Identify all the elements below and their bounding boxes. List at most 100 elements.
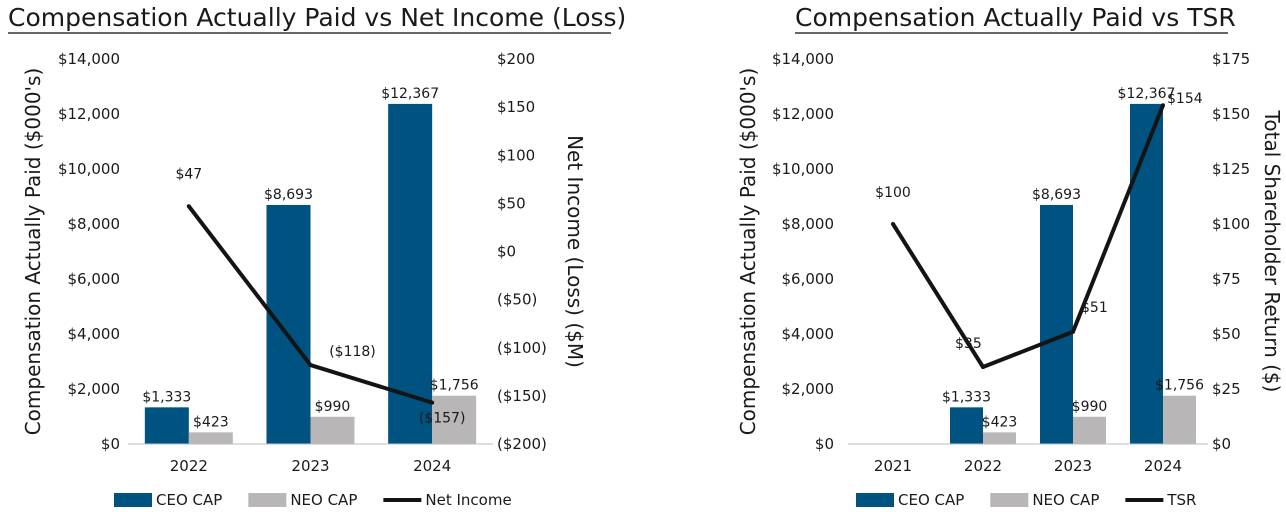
line-data-label: $47 <box>175 166 202 182</box>
legend-label: CEO CAP <box>898 491 964 509</box>
legend-swatch <box>990 493 1029 507</box>
neo-cap-bar <box>432 395 477 444</box>
y-tick-label: $6,000 <box>782 270 835 288</box>
data-label: $423 <box>982 414 1018 430</box>
x-tick-label: 2023 <box>291 457 329 475</box>
y-tick-label: $8,000 <box>68 215 121 233</box>
y2-tick-label: $75 <box>1212 270 1241 288</box>
legend-swatch <box>856 493 894 507</box>
line-point <box>430 400 435 405</box>
chart-net-income: Compensation Actually Paid vs Net Income… <box>8 3 626 509</box>
y-tick-label: $2,000 <box>68 380 121 398</box>
y-tick-label: $12,000 <box>58 105 120 123</box>
y-tick-label: $14,000 <box>58 50 120 68</box>
legend-label: CEO CAP <box>156 491 222 509</box>
y-tick-label: $8,000 <box>782 215 835 233</box>
ceo-cap-bar <box>1040 204 1073 444</box>
ceo-cap-bar <box>1130 103 1163 444</box>
neo-cap-bar <box>1073 416 1106 444</box>
line-data-label: $100 <box>875 185 911 201</box>
y-tick-label: $4,000 <box>782 325 835 343</box>
y2-tick-label: $0 <box>497 243 516 261</box>
chart-title: Compensation Actually Paid vs Net Income… <box>8 3 626 32</box>
data-label: $1,756 <box>1155 378 1204 394</box>
line-point <box>891 222 895 226</box>
data-label: $990 <box>1072 399 1108 415</box>
y-tick-label: $4,000 <box>68 325 121 343</box>
plot-area: $0 $2,000 $4,000 $6,000 $8,000 $10,000 $12,000… <box>21 50 587 509</box>
chart-tsr: Compensation Actually Paid vs TSR $0 $2,0… <box>736 3 1284 509</box>
line-data-label: $35 <box>955 336 982 352</box>
line-data-label: $154 <box>1167 91 1203 107</box>
y-tick-label: $0 <box>815 435 834 453</box>
line-point <box>1071 329 1075 334</box>
ceo-cap-bar <box>266 204 311 444</box>
ceo-cap-bar <box>144 407 189 444</box>
data-label: $1,333 <box>942 389 991 405</box>
legend-label: NEO CAP <box>290 491 357 509</box>
y2-tick-label: $200 <box>497 50 535 68</box>
neo-cap-bar <box>983 432 1016 444</box>
y2-tick-label: ($150) <box>497 387 547 405</box>
neo-cap-bar <box>1163 395 1196 444</box>
x-tick-label: 2022 <box>964 457 1002 475</box>
line-point <box>1161 103 1165 108</box>
line-data-label: $51 <box>1081 300 1108 316</box>
data-label: $8,693 <box>1032 187 1081 203</box>
neo-cap-bar <box>188 432 233 444</box>
x-tick-label: 2024 <box>413 457 451 475</box>
data-label: $1,756 <box>430 378 479 394</box>
x-tick-label: 2021 <box>874 457 912 475</box>
x-tick-label: 2023 <box>1054 457 1092 475</box>
y2-axis-title: Total Shareholder Return ($) <box>1260 110 1284 393</box>
ceo-cap-bar <box>950 407 983 444</box>
data-label: $990 <box>315 399 351 415</box>
y2-tick-label: ($100) <box>497 339 547 357</box>
data-label: $12,367 <box>1118 86 1176 102</box>
legend-label: Net Income <box>425 491 511 509</box>
ceo-cap-bar <box>388 103 433 444</box>
y2-axis-title: Net Income (Loss) ($M) <box>563 135 587 368</box>
y2-tick-label: $150 <box>497 98 535 116</box>
legend-label: TSR <box>1166 491 1196 509</box>
neo-cap-bar <box>310 416 355 444</box>
y-tick-label: $0 <box>101 435 120 453</box>
y-axis-title: Compensation Actually Paid ($000's) <box>21 68 45 436</box>
y-tick-label: $14,000 <box>772 50 834 68</box>
legend-swatch <box>114 493 152 507</box>
line-point <box>308 363 313 368</box>
y2-tick-label: ($200) <box>497 435 547 453</box>
y2-tick-label: $125 <box>1212 160 1250 178</box>
x-tick-label: 2022 <box>170 457 208 475</box>
data-label: $12,367 <box>381 86 439 102</box>
data-label: $423 <box>193 414 229 430</box>
y2-tick-label: ($50) <box>497 291 537 309</box>
data-label: $1,333 <box>142 389 191 405</box>
y2-tick-label: $50 <box>1212 325 1241 343</box>
y-tick-label: $2,000 <box>782 380 835 398</box>
y2-tick-label: $175 <box>1212 50 1250 68</box>
line-data-label: ($157) <box>419 411 466 427</box>
line-point <box>981 365 985 369</box>
y2-tick-label: $100 <box>1212 215 1250 233</box>
data-label: $8,693 <box>264 187 313 203</box>
line-point <box>186 204 191 209</box>
legend-swatch <box>248 493 287 507</box>
y2-tick-label: $50 <box>497 194 526 212</box>
y2-tick-label: $25 <box>1212 380 1241 398</box>
y-axis-title: Compensation Actually Paid ($000's) <box>736 68 760 436</box>
chart-title: Compensation Actually Paid vs TSR <box>795 3 1236 32</box>
y-tick-label: $12,000 <box>772 105 834 123</box>
y-tick-label: $10,000 <box>58 160 120 178</box>
line-series <box>891 104 1165 369</box>
y2-tick-label: $0 <box>1212 435 1231 453</box>
y2-tick-label: $100 <box>497 146 535 164</box>
x-tick-label: 2024 <box>1144 457 1182 475</box>
line-data-label: ($118) <box>329 344 376 360</box>
legend-label: NEO CAP <box>1032 491 1099 509</box>
y-tick-label: $6,000 <box>68 270 121 288</box>
plot-area: $0 $2,000 $4,000 $6,000 $8,000 $10,000 $12,000… <box>736 50 1284 509</box>
y-tick-label: $10,000 <box>772 160 834 178</box>
y2-tick-label: $150 <box>1212 105 1250 123</box>
